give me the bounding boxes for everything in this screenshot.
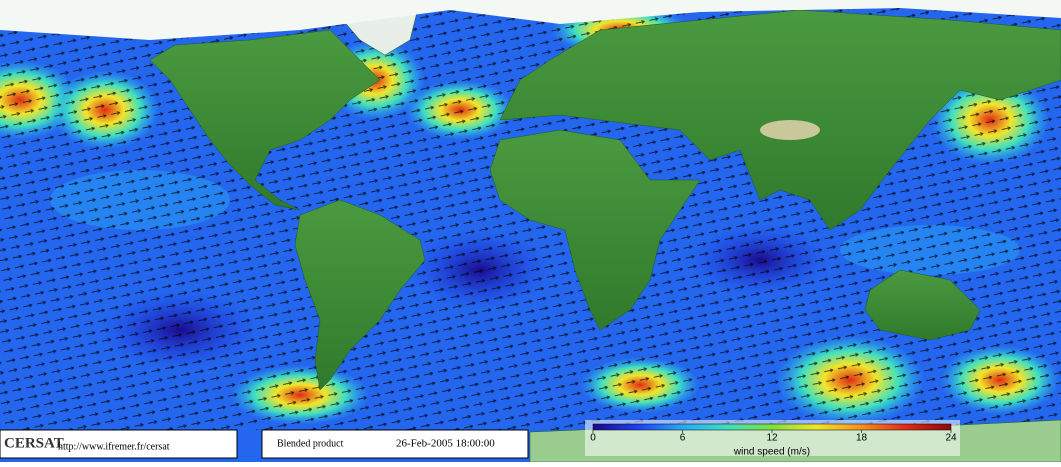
logo: CERSAT [4,435,64,451]
arctic-ice [0,0,1061,40]
australia [864,269,981,341]
timestamp: 26-Feb-2005 18:00:00 [396,438,495,450]
south-america [294,199,426,391]
footer: CERSAT http://www.ifremer.fr/cersat Blen… [0,420,960,459]
url: http://www.ifremer.fr/cersat [58,441,170,452]
colorbar-tick-label: 24 [945,433,957,444]
colorbar [592,423,952,431]
eurasia [499,9,1061,231]
colorbar-label: wind speed (m/s) [733,447,810,458]
product-box [261,429,529,459]
info-box [0,429,238,459]
colorbar-tick-label: 6 [680,433,686,444]
colorbar-tick-label: 18 [856,433,868,444]
tibet [760,120,820,140]
north-america [149,29,381,211]
colorbar-tick-label: 0 [590,433,596,444]
product: Blended product [277,438,344,449]
africa [489,129,701,331]
colorbar-tick-label: 12 [766,433,778,444]
